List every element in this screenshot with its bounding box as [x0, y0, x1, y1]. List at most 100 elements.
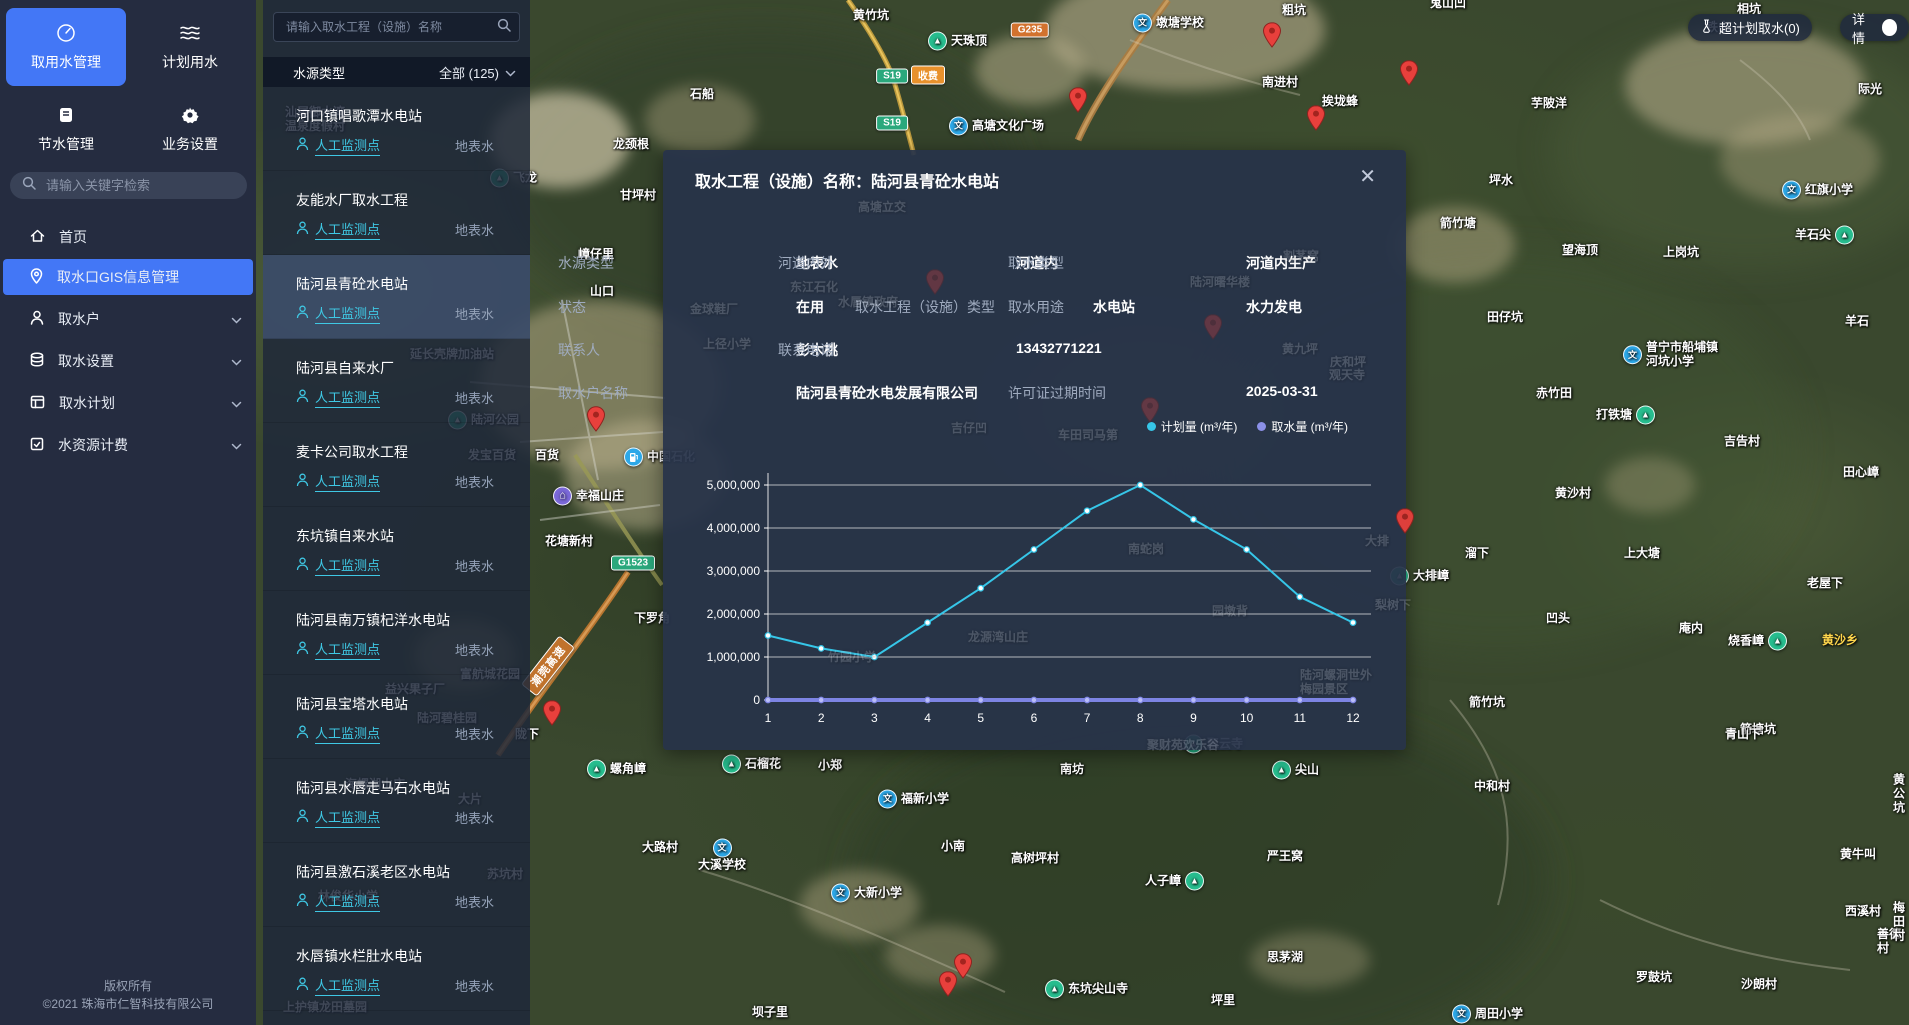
station-list-item[interactable]: 东坑镇自来水站 人工监测点 地表水: [263, 507, 530, 591]
mountain-icon[interactable]: ▲: [1636, 405, 1656, 425]
monitor-type-link[interactable]: 人工监测点: [315, 555, 381, 576]
map-label: 车田司马第: [1058, 428, 1118, 443]
map-label-text: 陆河曙华楼: [1190, 275, 1251, 290]
mountain-icon[interactable]: ▲: [1835, 225, 1855, 245]
chevron-down-icon[interactable]: [231, 311, 242, 327]
pin-icon: [30, 267, 43, 287]
map-pin-icon[interactable]: [953, 953, 973, 984]
module-gear[interactable]: 业务设置: [130, 90, 250, 168]
chevron-down-icon[interactable]: [505, 65, 516, 80]
close-icon[interactable]: ✕: [1359, 166, 1376, 188]
map-pin-icon[interactable]: [1306, 105, 1326, 136]
sidebar-item-pin[interactable]: 取水口GIS信息管理: [3, 259, 253, 295]
search-icon[interactable]: [497, 18, 511, 37]
sidebar-item-db[interactable]: 取水设置: [0, 344, 256, 378]
sidebar-item-home[interactable]: 首页: [0, 220, 256, 254]
sidebar-search[interactable]: [10, 172, 247, 199]
map-pin-icon[interactable]: [1399, 60, 1419, 91]
person-icon: [296, 809, 309, 827]
map-pin-icon[interactable]: [1068, 87, 1088, 118]
module-gauge[interactable]: 取用水管理: [6, 8, 126, 86]
person-icon: [296, 305, 309, 323]
map-pin-icon[interactable]: [1203, 314, 1223, 345]
station-name: 麦卡公司取水工程: [296, 444, 408, 460]
legend-item[interactable]: 取水量 (m³/年): [1257, 418, 1348, 435]
module-notebook[interactable]: 节水管理: [6, 90, 126, 168]
station-list-item[interactable]: 水唇镇水栏肚水电站 人工监测点 地表水: [263, 927, 530, 1011]
map-label: 庵内: [1679, 621, 1703, 636]
mountain-icon[interactable]: ▲: [1185, 871, 1205, 891]
mountain-icon[interactable]: ▲: [1768, 631, 1788, 651]
filter-value[interactable]: 全部 (125): [439, 65, 499, 81]
monitor-type-link[interactable]: 人工监测点: [315, 639, 381, 660]
villa-icon[interactable]: ⌂: [553, 486, 572, 506]
chevron-down-icon[interactable]: [231, 395, 242, 411]
chevron-down-icon[interactable]: [231, 353, 242, 369]
map-label: 黄沙村: [1555, 486, 1591, 501]
map-label-text: 割茅窝: [1283, 249, 1320, 264]
mountain-icon[interactable]: ▲: [1272, 760, 1291, 780]
monitor-type-link[interactable]: 人工监测点: [315, 723, 381, 744]
map-label-text: 高树坪村: [1011, 851, 1060, 866]
legend-item[interactable]: 计划量 (m³/年): [1146, 418, 1237, 435]
monitor-type-link[interactable]: 人工监测点: [315, 975, 381, 996]
mountain-icon[interactable]: ▲: [928, 31, 947, 51]
map-label-text: 溜下: [1465, 546, 1490, 561]
sidebar-search-input[interactable]: [44, 177, 228, 194]
school-icon[interactable]: 文: [1452, 1004, 1471, 1024]
monitor-type-link[interactable]: 人工监测点: [315, 891, 381, 912]
station-search-input[interactable]: [284, 19, 497, 35]
school-icon[interactable]: 文: [878, 789, 897, 809]
school-icon[interactable]: 文: [1133, 13, 1152, 33]
detail-toggle[interactable]: 详情: [1840, 12, 1909, 46]
chevron-down-icon[interactable]: [231, 437, 242, 453]
map-pin-icon[interactable]: [1262, 22, 1282, 53]
gas-station-icon[interactable]: [624, 447, 643, 467]
monitor-type-link[interactable]: 人工监测点: [315, 471, 381, 492]
monitor-type-link[interactable]: 人工监测点: [315, 135, 381, 156]
water-source-type: 地表水: [454, 139, 494, 154]
map-pin-icon[interactable]: [1140, 397, 1160, 428]
station-list-item[interactable]: 陆河县青砼水电站 人工监测点 地表水: [263, 255, 530, 339]
school-icon[interactable]: 文: [949, 116, 968, 136]
station-list-item[interactable]: 麦卡公司取水工程 人工监测点 地表水: [263, 423, 530, 507]
map-label: 文大溪学校: [698, 838, 746, 872]
module-waves[interactable]: 计划用水: [130, 8, 250, 86]
sidebar-item-fee[interactable]: 水资源计费: [0, 428, 256, 462]
sidebar-item-label: 取水计划: [59, 395, 115, 411]
station-list-item[interactable]: 陆河县激石溪老区水电站 人工监测点 地表水: [263, 843, 530, 927]
monitor-type-link[interactable]: 人工监测点: [315, 807, 381, 828]
sidebar-item-user[interactable]: 取水户: [0, 302, 256, 336]
school-icon[interactable]: 文: [1623, 345, 1642, 365]
over-plan-intake-button[interactable]: 超计划取水(0): [1688, 14, 1812, 41]
monitor-type-link[interactable]: 人工监测点: [315, 387, 381, 408]
source-type-filter[interactable]: 水源类型 全部 (125): [263, 57, 530, 87]
map-pin-icon[interactable]: [938, 971, 958, 1002]
station-list-item[interactable]: 陆河县水唇走马石水电站 人工监测点 地表水: [263, 759, 530, 843]
map-pin-icon[interactable]: [586, 406, 606, 437]
legend-label: 取水量 (m³/年): [1271, 420, 1348, 434]
map-label-text: 福新小学: [901, 791, 950, 806]
mountain-icon[interactable]: ▲: [587, 759, 606, 779]
school-icon[interactable]: 文: [831, 883, 850, 903]
school-icon[interactable]: 文: [712, 838, 732, 858]
module-label: 计划用水: [162, 54, 218, 70]
temple-icon[interactable]: ▲: [722, 754, 741, 774]
monitor-type-link[interactable]: 人工监测点: [315, 219, 381, 240]
station-list-item[interactable]: 河口镇唱歌潭水电站 人工监测点 地表水: [263, 87, 530, 171]
station-list-item[interactable]: 陆河县宝塔水电站 人工监测点 地表水: [263, 675, 530, 759]
station-list-item[interactable]: 友能水厂取水工程 人工监测点 地表水: [263, 171, 530, 255]
station-list-item[interactable]: 陆河县南万镇杞洋水电站 人工监测点 地表水: [263, 591, 530, 675]
svg-text:9: 9: [1190, 711, 1197, 725]
station-list-item[interactable]: 陆河县自来水厂 人工监测点 地表水: [263, 339, 530, 423]
map-label: 龙源湾山庄: [968, 630, 1028, 645]
map-pin-icon[interactable]: [542, 700, 562, 731]
temple-icon[interactable]: ▲: [1045, 979, 1064, 999]
station-search[interactable]: [273, 12, 520, 42]
toggle-knob[interactable]: [1881, 19, 1897, 36]
monitor-type-link[interactable]: 人工监测点: [315, 303, 381, 324]
map-pin-icon[interactable]: [1395, 508, 1415, 539]
school-icon[interactable]: 文: [1782, 180, 1801, 200]
map-pin-icon[interactable]: [925, 269, 945, 300]
sidebar-item-plan[interactable]: 取水计划: [0, 386, 256, 420]
